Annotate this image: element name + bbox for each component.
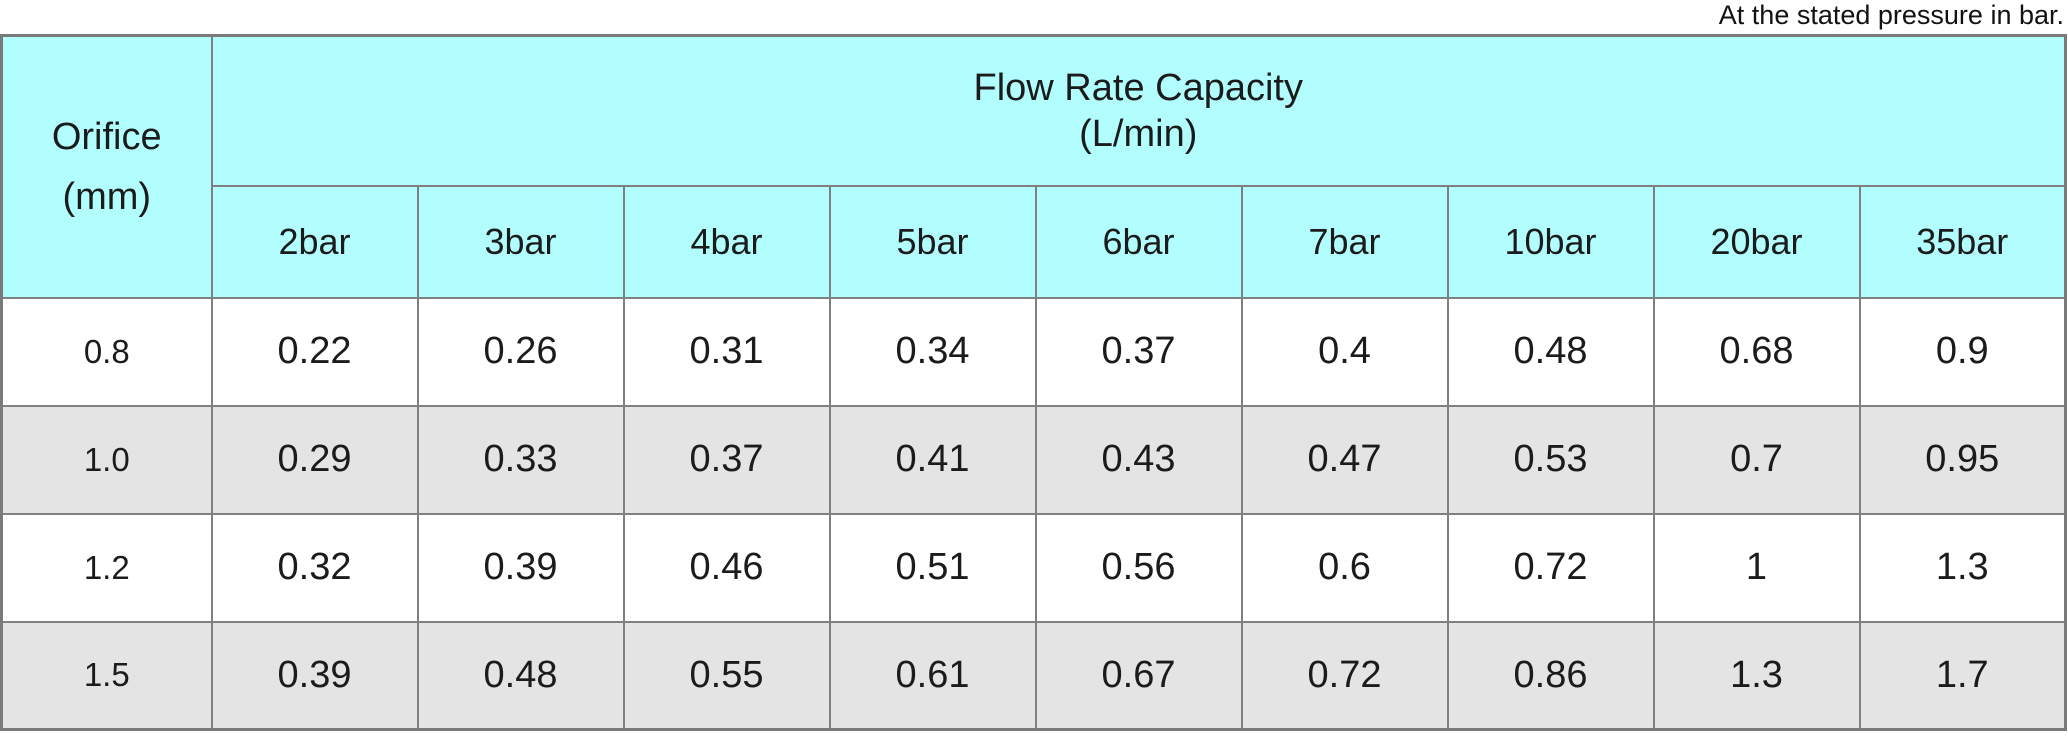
table-row-orifice-1.2: 1.2 0.32 0.39 0.46 0.51 0.56 0.6 0.72 1 … <box>0 512 2067 623</box>
value-cell: 0.51 <box>828 512 1037 623</box>
value-cell: 0.31 <box>622 296 831 407</box>
pressure-header-35bar: 35bar <box>1858 184 2067 299</box>
value-cell: 0.26 <box>416 296 625 407</box>
flow-rate-capacity-header-cell: Flow Rate Capacity (L/min) <box>210 34 2067 187</box>
pressure-header-3bar: 3bar <box>416 184 625 299</box>
value-cell: 0.34 <box>828 296 1037 407</box>
pressure-header-row: 2bar 3bar 4bar 5bar 6bar 7bar 10bar 20ba… <box>2 184 2067 299</box>
value-cell: 1 <box>1652 512 1861 623</box>
value-cell: 0.39 <box>416 512 625 623</box>
value-cell: 0.61 <box>828 620 1037 731</box>
pressure-note: At the stated pressure in bar. <box>1718 0 2064 30</box>
value-cell: 0.22 <box>210 296 419 407</box>
value-cell: 0.95 <box>1858 404 2067 515</box>
pressure-header-6bar: 6bar <box>1034 184 1243 299</box>
pressure-header-10bar: 10bar <box>1446 184 1655 299</box>
value-cell: 0.6 <box>1240 512 1449 623</box>
pressure-header-20bar: 20bar <box>1652 184 1861 299</box>
value-cell: 0.41 <box>828 404 1037 515</box>
table-row-orifice-0.8: 0.8 0.22 0.26 0.31 0.34 0.37 0.4 0.48 0.… <box>0 296 2067 407</box>
pressure-header-5bar: 5bar <box>828 184 1037 299</box>
orifice-cell: 1.5 <box>0 620 213 731</box>
value-cell: 0.39 <box>210 620 419 731</box>
value-cell: 0.55 <box>622 620 831 731</box>
value-cell: 0.48 <box>1446 296 1655 407</box>
orifice-cell: 1.0 <box>0 404 213 515</box>
value-cell: 0.48 <box>416 620 625 731</box>
value-cell: 0.29 <box>210 404 419 515</box>
value-cell: 1.3 <box>1652 620 1861 731</box>
value-cell: 0.53 <box>1446 404 1655 515</box>
value-cell: 0.67 <box>1034 620 1243 731</box>
value-cell: 0.4 <box>1240 296 1449 407</box>
table-row-orifice-1.5: 1.5 0.39 0.48 0.55 0.61 0.67 0.72 0.86 1… <box>0 620 2067 731</box>
value-cell: 0.43 <box>1034 404 1243 515</box>
value-cell: 0.33 <box>416 404 625 515</box>
pressure-header-2bar: 2bar <box>210 184 419 299</box>
value-cell: 0.32 <box>210 512 419 623</box>
flow-rate-capacity-title: Flow Rate Capacity <box>973 66 1303 109</box>
orifice-header-line2: (mm) <box>62 175 152 218</box>
orifice-header-line1: Orifice <box>51 115 162 158</box>
orifice-header-cell: Orifice (mm) <box>0 34 213 299</box>
value-cell: 0.56 <box>1034 512 1243 623</box>
value-cell: 0.86 <box>1446 620 1655 731</box>
value-cell: 0.37 <box>1034 296 1243 407</box>
value-cell: 0.37 <box>622 404 831 515</box>
orifice-cell: 0.8 <box>0 296 213 407</box>
pressure-header-4bar: 4bar <box>622 184 831 299</box>
value-cell: 0.68 <box>1652 296 1861 407</box>
table-row-orifice-1.0: 1.0 0.29 0.33 0.37 0.41 0.43 0.47 0.53 0… <box>0 404 2067 515</box>
group-header-row: Orifice (mm) Flow Rate Capacity (L/min) <box>0 34 2067 299</box>
value-cell: 0.47 <box>1240 404 1449 515</box>
value-cell: 0.72 <box>1446 512 1655 623</box>
value-cell: 1.7 <box>1858 620 2067 731</box>
value-cell: 0.46 <box>622 512 831 623</box>
value-cell: 0.9 <box>1858 296 2067 407</box>
value-cell: 1.3 <box>1858 512 2067 623</box>
value-cell: 0.7 <box>1652 404 1861 515</box>
flow-rate-table: Orifice (mm) Flow Rate Capacity (L/min) … <box>0 34 2067 731</box>
value-cell: 0.72 <box>1240 620 1449 731</box>
pressure-header-7bar: 7bar <box>1240 184 1449 299</box>
orifice-cell: 1.2 <box>0 512 213 623</box>
flow-rate-capacity-unit: (L/min) <box>1079 112 1198 155</box>
